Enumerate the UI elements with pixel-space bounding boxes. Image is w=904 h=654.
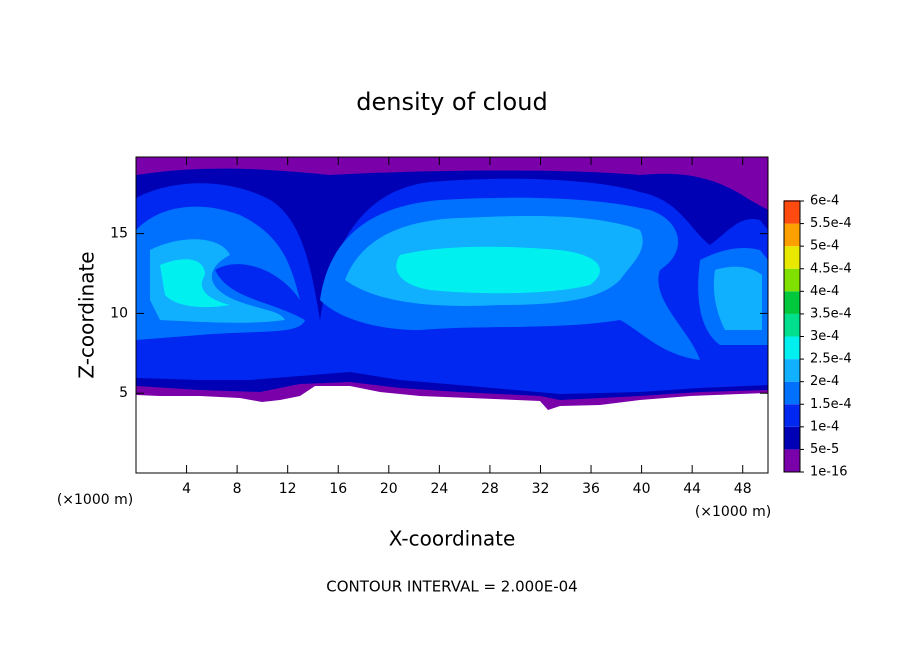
- colorbar-label: 5e-5: [810, 442, 839, 457]
- y-tick-label: 5: [119, 385, 128, 401]
- colorbar-cell: [784, 268, 800, 292]
- x-tick-label: 48: [734, 481, 752, 497]
- colorbar-label: 1.5e-4: [810, 397, 852, 412]
- colorbar-cell: [784, 223, 800, 247]
- y-tick-label: 15: [110, 226, 128, 242]
- chart-title: density of cloud: [356, 88, 547, 116]
- x-tick-label: 8: [233, 481, 242, 497]
- x-unit-label: (×1000 m): [695, 504, 771, 520]
- x-tick-label: 28: [481, 481, 499, 497]
- colorbar-label: 1e-4: [810, 419, 839, 434]
- colorbar-cell: [784, 246, 800, 269]
- colorbar-label: 5e-4: [810, 239, 839, 254]
- colorbar-cell: [784, 404, 800, 427]
- x-tick-label: 20: [380, 481, 398, 497]
- x-tick-label: 32: [532, 481, 550, 497]
- colorbar-label: 5.5e-4: [810, 216, 852, 231]
- field: [136, 157, 768, 410]
- x-tick-label: 24: [430, 481, 448, 497]
- colorbar-cell: [784, 291, 800, 314]
- colorbar-cell: [784, 449, 800, 472]
- colorbar-cell: [784, 426, 800, 450]
- colorbar-label: 3e-4: [810, 329, 839, 344]
- x-tick-label: 40: [633, 481, 651, 497]
- colorbar-label: 2.5e-4: [810, 352, 852, 367]
- contour-note: CONTOUR INTERVAL = 2.000E-04: [326, 578, 577, 596]
- x-tick-label: 4: [182, 481, 191, 497]
- colorbar-label: 2e-4: [810, 374, 839, 389]
- y-tick-label: 10: [110, 305, 128, 321]
- colorbar-cell: [784, 381, 800, 405]
- colorbar-cell: [784, 359, 800, 382]
- x-tick-label: 36: [582, 481, 600, 497]
- colorbar-label: 6e-4: [810, 194, 839, 209]
- x-tick-label: 12: [279, 481, 297, 497]
- x-axis-title: X-coordinate: [389, 527, 516, 551]
- colorbar-cell: [784, 313, 800, 337]
- x-tick-label: 16: [329, 481, 347, 497]
- colorbar-label: 1e-16: [810, 465, 848, 480]
- y-axis-title: Z-coordinate: [75, 251, 99, 378]
- colorbar-label: 3.5e-4: [810, 306, 852, 321]
- plot-frame: [135, 156, 769, 474]
- colorbar-cell: [784, 201, 800, 224]
- x-unit-label: (×1000 m): [57, 492, 133, 508]
- colorbar-cell: [784, 336, 800, 360]
- contour-band: [160, 246, 600, 308]
- colorbar-label: 4.5e-4: [810, 261, 852, 276]
- colorbar-label: 4e-4: [810, 284, 839, 299]
- x-tick-label: 44: [683, 481, 701, 497]
